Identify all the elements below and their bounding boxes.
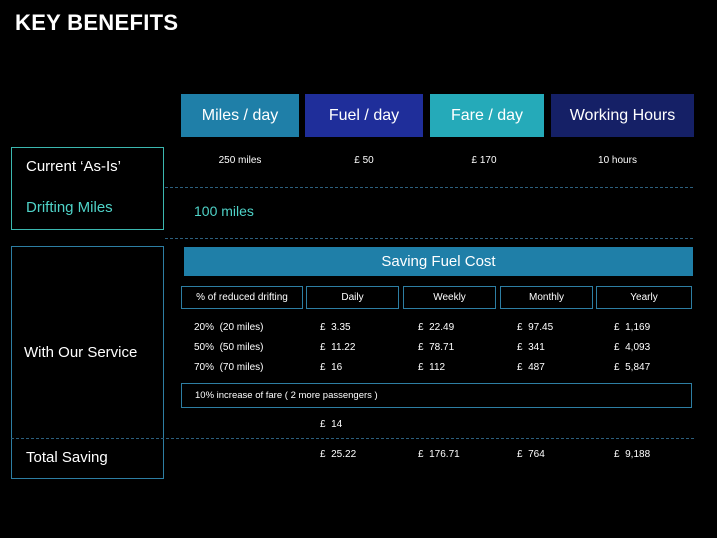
weekly-value: £ 112 [418,362,446,373]
fare-increase-label: 10% increase of fare ( 2 more passengers… [195,390,378,401]
divider [165,187,693,188]
current-hours-value: 10 hours [598,155,637,166]
total-monthly-value: £ 764 [517,449,545,460]
column-header-weekly: Weekly [403,286,496,309]
total-daily-value: £ 25.22 [320,449,357,460]
current-section-box [11,147,164,230]
fare-increase-value: £ 14 [320,419,343,430]
header-working-hours: Working Hours [551,94,694,137]
yearly-value: £ 4,093 [614,342,651,353]
daily-value: £ 3.35 [320,322,351,333]
monthly-value: £ 97.45 [517,322,554,333]
page-title: KEY BENEFITS [15,10,179,35]
service-section-box [11,246,164,479]
yearly-value: £ 1,169 [614,322,651,333]
daily-value: £ 16 [320,362,343,373]
current-fare-value: £ 170 [471,155,497,166]
header-miles-per-day: Miles / day [181,94,299,137]
column-header-monthly: Monthly [500,286,593,309]
daily-value: £ 11.22 [320,342,356,353]
weekly-value: £ 78.71 [418,342,455,353]
divider [165,238,693,239]
total-weekly-value: £ 176.71 [418,449,460,460]
with-our-service-label: With Our Service [24,344,138,361]
current-as-is-label: Current ‘As-Is’ [26,158,122,175]
header-fare-per-day: Fare / day [430,94,544,137]
row-label: 20% (20 miles) [194,322,264,333]
monthly-value: £ 487 [517,362,545,373]
current-miles-value: 250 miles [218,155,262,166]
yearly-value: £ 5,847 [614,362,651,373]
column-header-yearly: Yearly [596,286,692,309]
row-label: 70% (70 miles) [194,362,264,373]
fare-increase-box: 10% increase of fare ( 2 more passengers… [181,383,692,408]
monthly-value: £ 341 [517,342,545,353]
total-saving-label: Total Saving [26,449,108,466]
weekly-value: £ 22.49 [418,322,455,333]
column-header-daily: Daily [306,286,399,309]
total-yearly-value: £ 9,188 [614,449,651,460]
row-label: 50% (50 miles) [194,342,264,353]
current-fuel-value: £ 50 [354,155,374,166]
header-fuel-per-day: Fuel / day [305,94,423,137]
drifting-miles-value: 100 miles [194,203,254,219]
drifting-miles-label: Drifting Miles [26,199,113,216]
saving-fuel-cost-banner: Saving Fuel Cost [184,247,693,276]
column-header-reduced-drifting: % of reduced drifting [181,286,303,309]
divider [11,438,694,439]
